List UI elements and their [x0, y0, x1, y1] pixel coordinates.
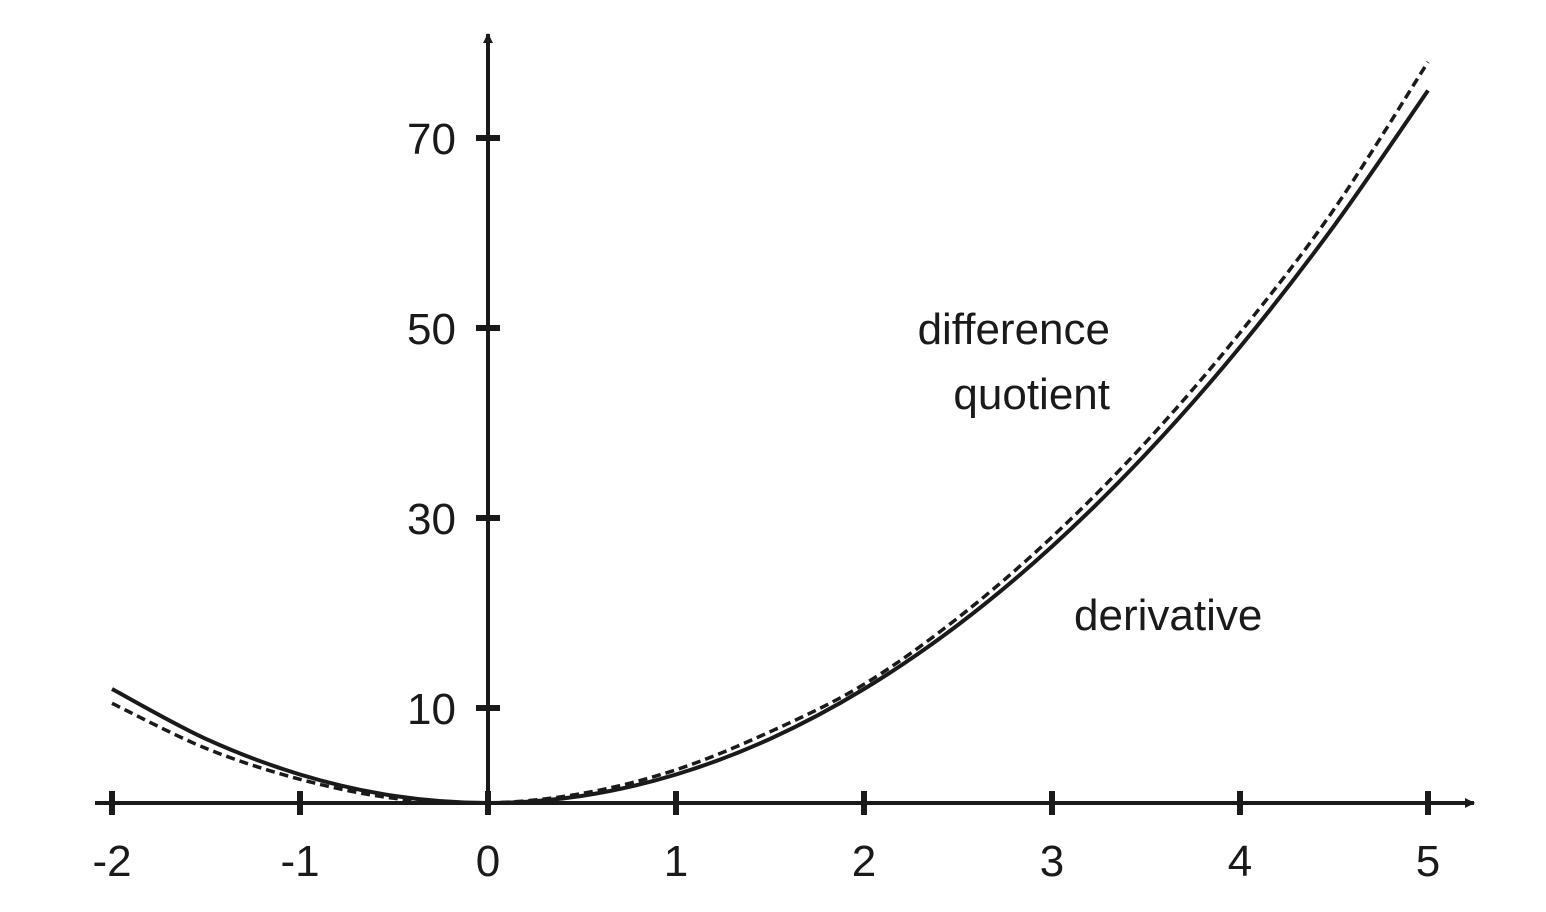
x-tick-label: 4: [1228, 837, 1252, 886]
axes: [95, 33, 1475, 808]
x-tick-label: 5: [1416, 837, 1440, 886]
annotation-difference-quotient-line1: difference: [918, 305, 1110, 354]
annotation-difference-quotient-line2: quotient: [953, 370, 1110, 419]
x-tick-label: 1: [664, 837, 688, 886]
series-line-difference-quotient: [111, 61, 1430, 805]
x-tick-label: -2: [92, 837, 131, 886]
x-axis-ticks: -2 -1 0 1 2 3 4 5: [92, 791, 1440, 886]
x-tick-label: 2: [852, 837, 876, 886]
y-tick-label: 30: [407, 495, 456, 544]
series-layer: [111, 61, 1430, 806]
annotation-derivative: derivative: [1074, 591, 1262, 640]
series-line-derivative: [111, 89, 1430, 806]
x-tick-label: -1: [280, 837, 319, 886]
x-tick-label: 0: [476, 837, 500, 886]
y-tick-label: 10: [407, 685, 456, 734]
y-tick-label: 70: [407, 115, 456, 164]
y-tick-label: 50: [407, 305, 456, 354]
x-tick-label: 3: [1040, 837, 1064, 886]
y-axis-ticks: 10 30 50 70: [407, 115, 500, 734]
